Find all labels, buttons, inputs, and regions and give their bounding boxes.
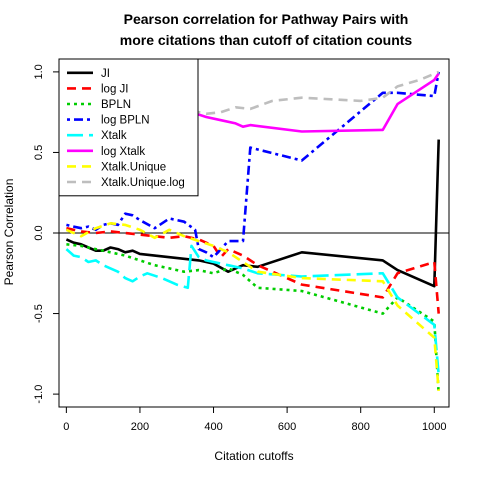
chart-title-line1: Pearson correlation for Pathway Pairs wi…	[124, 11, 409, 27]
legend-label: log BPLN	[101, 115, 150, 127]
series-line-bpln	[66, 243, 440, 395]
legend-label: BPLN	[101, 99, 131, 111]
x-tick-label: 0	[63, 421, 69, 433]
legend-label: JI	[101, 68, 110, 80]
legend-label: Xtalk.Unique.log	[101, 177, 185, 189]
y-tick-label: -0.5	[33, 304, 45, 323]
y-axis-label: Pearson Correlation	[2, 179, 16, 286]
x-tick-label: 600	[278, 421, 296, 433]
chart-title-line2: more citations than cutoff of citation c…	[120, 32, 413, 48]
legend-label: log JI	[101, 83, 129, 95]
series-line-ji	[65, 139, 440, 288]
series-line-log-xtalk	[191, 72, 440, 133]
y-tick-label: -1.0	[33, 385, 45, 404]
x-tick-label: 1000	[422, 421, 446, 433]
axes: 0 200 400 600 800 1000 -1.0 -0.5 0.0 0.5 1.0	[33, 58, 450, 433]
y-tick-label: 0.0	[33, 225, 45, 240]
legend-label: log Xtalk	[101, 146, 145, 158]
x-tick-label: 200	[131, 421, 149, 433]
legend-label: Xtalk.Unique	[101, 161, 166, 173]
plot-area	[59, 70, 449, 395]
x-tick-label: 400	[204, 421, 222, 433]
legend-box	[58, 58, 199, 197]
legend-label: Xtalk	[101, 130, 127, 142]
series-line-xtalk-unique	[65, 222, 440, 392]
legend: JI log JI BPLN log BPLN Xtalk log Xtalk Xtalk.…	[58, 58, 199, 197]
x-axis-label: Citation cutoffs	[214, 449, 293, 463]
series-line-xtalk-unique-log	[191, 70, 440, 116]
y-tick-label: 0.5	[33, 145, 45, 160]
x-tick-label: 800	[352, 421, 370, 433]
y-tick-label: 1.0	[33, 64, 45, 79]
series-line-xtalk	[65, 244, 440, 375]
